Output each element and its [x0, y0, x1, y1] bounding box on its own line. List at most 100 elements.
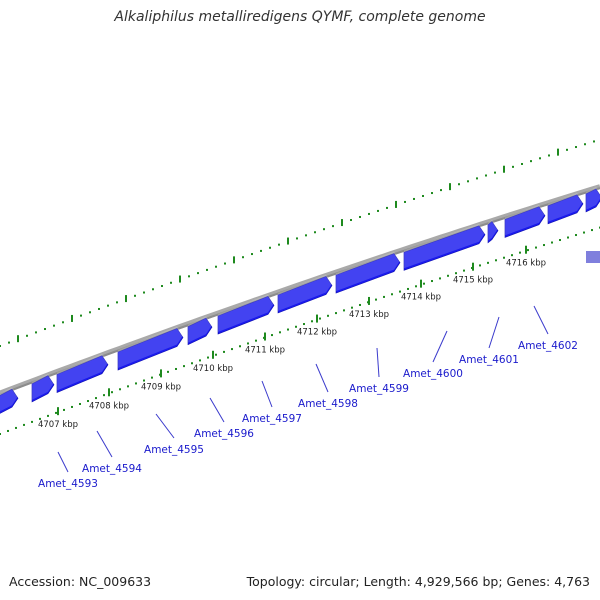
gene-leader-line	[315, 363, 329, 393]
inner-tick	[399, 290, 401, 293]
outer-tick	[458, 183, 460, 186]
inner-tick	[151, 376, 153, 379]
gene-arrow	[504, 206, 546, 238]
outer-tick	[197, 272, 199, 275]
inner-tick	[279, 331, 281, 334]
outer-tick	[224, 262, 226, 265]
outer-tick	[512, 165, 514, 168]
gene-arrow	[56, 355, 109, 393]
gene-arrow	[335, 253, 401, 294]
inner-tick	[527, 249, 529, 252]
gene-arrow	[187, 317, 213, 346]
inner-tick	[199, 359, 201, 362]
gene-label: Amet_4593	[38, 478, 98, 490]
inner-tick	[327, 314, 329, 317]
gene-leader-line	[533, 305, 549, 335]
inner-tick	[0, 433, 1, 435]
outer-tick	[0, 345, 1, 347]
inner-tick	[503, 256, 505, 259]
inner-tick	[295, 325, 297, 328]
outer-tick	[116, 301, 118, 304]
kbp-major-tick	[472, 262, 474, 271]
kbp-label: 4711 kbp	[245, 346, 285, 356]
outer-tick	[134, 294, 136, 297]
outer-tick	[215, 265, 217, 268]
inner-tick	[463, 269, 465, 272]
gene-arrow	[0, 388, 19, 414]
gene-label: Amet_4602	[518, 340, 578, 352]
kbp-major-tick	[57, 407, 59, 416]
inner-tick	[231, 348, 233, 351]
gene-arrow-shine	[488, 219, 498, 241]
inner-tick	[455, 272, 457, 275]
outer-tick	[296, 237, 298, 240]
gene-leader-line	[376, 347, 380, 378]
inner-tick	[119, 388, 121, 391]
outer-tick	[206, 268, 208, 271]
inner-tick	[79, 402, 81, 405]
inner-tick	[447, 274, 449, 277]
gene-arrow-shine	[218, 294, 274, 332]
outer-major-tick	[71, 314, 73, 322]
outer-tick	[269, 246, 271, 249]
inner-tick	[567, 236, 569, 239]
inner-tick	[359, 303, 361, 306]
inner-tick	[335, 312, 337, 315]
kbp-label: 4712 kbp	[297, 328, 337, 338]
gene-arrow	[217, 296, 275, 335]
inner-tick	[415, 285, 417, 288]
outer-tick	[548, 154, 550, 157]
inner-tick	[343, 309, 345, 312]
inner-tick	[247, 342, 249, 345]
inner-tick	[311, 320, 313, 323]
outer-tick	[413, 197, 415, 200]
outer-tick	[467, 180, 469, 183]
gene-label: Amet_4596	[194, 428, 254, 440]
inner-tick	[431, 280, 433, 283]
gene-arrow	[117, 328, 184, 371]
gene-arrow	[31, 375, 55, 403]
kbp-label: 4707 kbp	[38, 420, 78, 430]
kbp-scale-labels: 4707 kbp 4708 kbp 4709 kbp 4710 kbp 4711 kbp…	[38, 245, 546, 430]
kbp-major-tick	[420, 279, 422, 288]
gene-label: Amet_4598	[298, 398, 358, 410]
kbp-label: 4709 kbp	[141, 382, 181, 392]
inner-tick	[495, 259, 497, 262]
outer-tick	[260, 249, 262, 252]
outer-major-tick	[179, 275, 181, 283]
inner-tick	[183, 365, 185, 368]
inner-tick	[407, 287, 409, 290]
kbp-major-tick	[264, 332, 266, 341]
inner-tick	[87, 400, 89, 403]
gene-arrow-shine	[278, 274, 332, 311]
gene-arrow-shine	[336, 251, 400, 292]
gene-arrow	[547, 194, 584, 225]
gene-leader-line	[209, 397, 225, 423]
inner-tick	[239, 345, 241, 348]
inner-tick	[543, 244, 545, 247]
gene-label: Amet_4599	[349, 383, 409, 395]
inner-tick	[439, 277, 441, 280]
gene-arrow	[403, 225, 486, 271]
inner-tick	[423, 282, 425, 285]
gene-label: Amet_4594	[82, 463, 142, 475]
gene-label: Amet_4600	[403, 368, 463, 380]
gene-leader-line	[96, 430, 113, 458]
outer-tick	[35, 331, 37, 334]
gene-track	[0, 187, 600, 414]
gene-arrow-shine	[586, 187, 600, 210]
inner-tick	[383, 295, 385, 298]
inner-tick	[127, 385, 129, 388]
outer-tick	[8, 341, 10, 344]
kbp-label: 4713 kbp	[349, 310, 389, 320]
gene-leader-line	[57, 451, 69, 473]
inner-tick	[63, 408, 65, 411]
kbp-label: 4716 kbp	[506, 259, 546, 269]
outer-tick	[323, 228, 325, 231]
map-title: Alkaliphilus metalliredigens QYMF, compl…	[114, 9, 486, 25]
inner-tick	[391, 293, 393, 296]
outer-tick	[188, 275, 190, 278]
outer-tick	[98, 307, 100, 310]
outer-tick	[359, 215, 361, 218]
